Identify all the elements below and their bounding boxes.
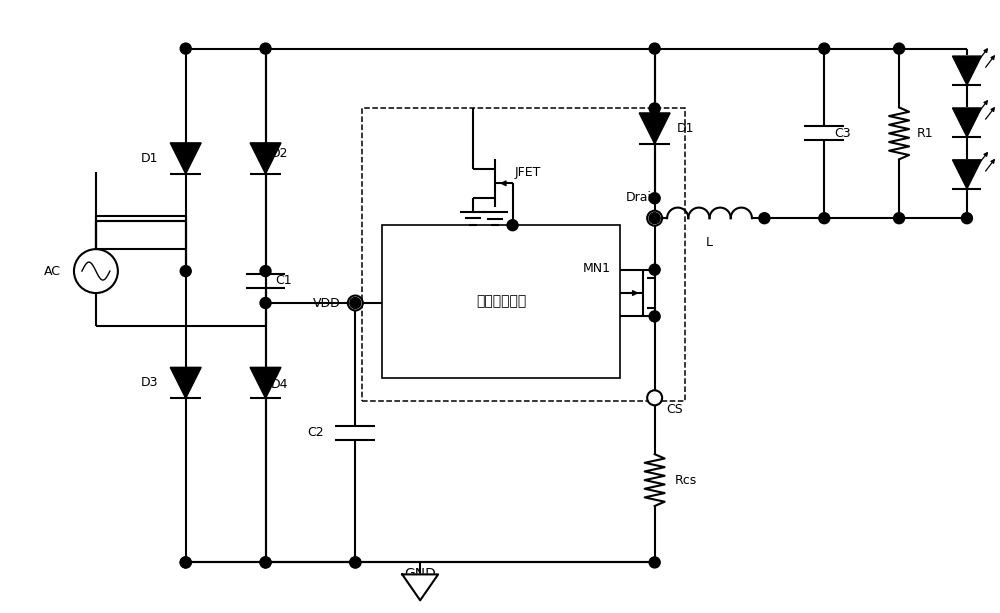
Circle shape bbox=[894, 43, 905, 54]
Polygon shape bbox=[170, 367, 201, 398]
Polygon shape bbox=[952, 160, 981, 189]
Text: 低压控制电路: 低压控制电路 bbox=[476, 294, 526, 308]
Circle shape bbox=[180, 557, 191, 568]
Circle shape bbox=[819, 43, 830, 54]
Circle shape bbox=[647, 211, 662, 226]
Polygon shape bbox=[250, 143, 281, 174]
Polygon shape bbox=[952, 56, 981, 85]
Circle shape bbox=[649, 192, 660, 204]
Circle shape bbox=[819, 213, 830, 224]
Circle shape bbox=[649, 103, 660, 114]
Text: VDD: VDD bbox=[313, 297, 340, 310]
FancyBboxPatch shape bbox=[362, 109, 685, 401]
Circle shape bbox=[180, 557, 191, 568]
Text: Drain: Drain bbox=[626, 191, 660, 204]
Circle shape bbox=[260, 265, 271, 276]
Circle shape bbox=[649, 264, 660, 275]
Circle shape bbox=[260, 557, 271, 568]
Text: D1: D1 bbox=[677, 122, 694, 135]
Text: C1: C1 bbox=[276, 274, 292, 287]
Polygon shape bbox=[639, 113, 670, 144]
Circle shape bbox=[180, 43, 191, 54]
Circle shape bbox=[649, 311, 660, 322]
Polygon shape bbox=[250, 367, 281, 398]
FancyBboxPatch shape bbox=[382, 225, 620, 378]
Text: D3: D3 bbox=[140, 376, 158, 389]
Text: C2: C2 bbox=[307, 426, 323, 439]
Polygon shape bbox=[952, 108, 981, 137]
Text: D4: D4 bbox=[271, 378, 288, 391]
Text: C3: C3 bbox=[834, 127, 851, 140]
Circle shape bbox=[74, 249, 118, 293]
Circle shape bbox=[649, 213, 660, 224]
Circle shape bbox=[961, 213, 972, 224]
Circle shape bbox=[180, 265, 191, 276]
Circle shape bbox=[894, 213, 905, 224]
Circle shape bbox=[649, 557, 660, 568]
Circle shape bbox=[260, 43, 271, 54]
Circle shape bbox=[260, 557, 271, 568]
Text: JFET: JFET bbox=[515, 166, 541, 179]
Circle shape bbox=[348, 295, 363, 311]
Text: CS: CS bbox=[667, 403, 683, 416]
Polygon shape bbox=[402, 574, 438, 600]
Text: GND: GND bbox=[404, 568, 436, 581]
Circle shape bbox=[350, 557, 361, 568]
Circle shape bbox=[260, 297, 271, 308]
Text: L: L bbox=[706, 236, 713, 249]
Polygon shape bbox=[170, 143, 201, 174]
Circle shape bbox=[350, 297, 361, 308]
Circle shape bbox=[507, 219, 518, 230]
Text: R1: R1 bbox=[917, 127, 934, 140]
Circle shape bbox=[350, 557, 361, 568]
Circle shape bbox=[759, 213, 770, 224]
Text: D1: D1 bbox=[140, 152, 158, 165]
Text: AC: AC bbox=[44, 265, 61, 278]
Text: Rcs: Rcs bbox=[675, 474, 697, 487]
Text: MN1: MN1 bbox=[583, 262, 611, 275]
Circle shape bbox=[647, 390, 662, 405]
Text: D2: D2 bbox=[271, 147, 288, 160]
Circle shape bbox=[649, 43, 660, 54]
